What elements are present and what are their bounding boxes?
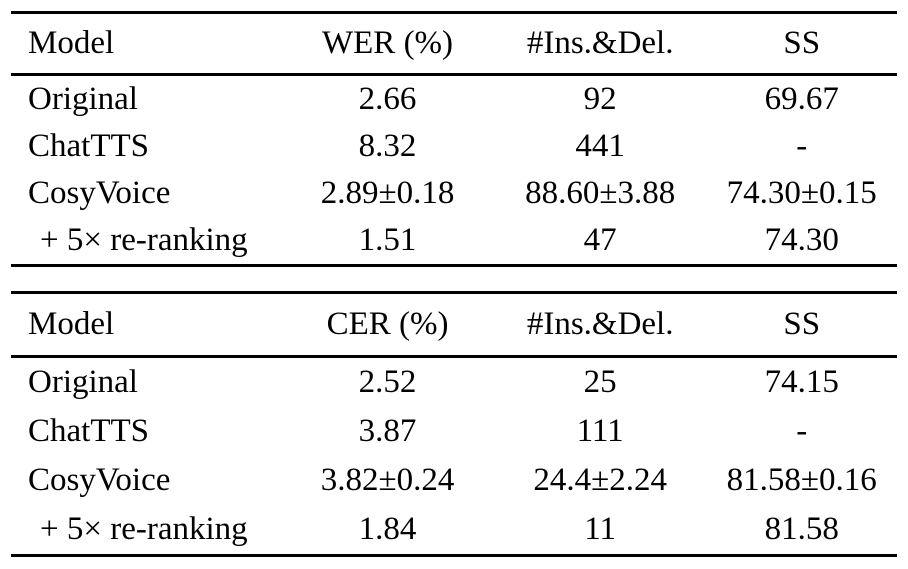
cell-ss: - [796, 128, 808, 164]
cell-ss: 69.67 [764, 81, 839, 117]
cell-ss: 74.15 [764, 364, 839, 400]
cell-metric: 1.84 [358, 511, 417, 547]
cell-ins-del: 47 [583, 222, 617, 258]
table-row: + 5× re-ranking 1.51 47 74.30 [11, 217, 897, 266]
cell-ss: 81.58 [764, 511, 839, 547]
cell-model: CosyVoice [28, 462, 171, 498]
table-row: CosyVoice 3.82±0.24 24.4±2.24 81.58±0.16 [11, 456, 897, 505]
table-header: Model CER (%) #Ins.&Del. SS [11, 292, 897, 358]
cell-model: Original [28, 364, 138, 400]
cell-ins-del: 88.60±3.88 [525, 175, 676, 211]
cell-ins-del: 111 [576, 413, 624, 449]
table-row: Original 2.66 92 69.67 [11, 75, 897, 124]
cell-model: Original [28, 81, 138, 117]
table-row: ChatTTS 8.32 441 - [11, 123, 897, 170]
cell-metric: 1.51 [358, 222, 417, 258]
column-header-wer: WER (%) [281, 12, 494, 76]
cell-metric: 2.52 [358, 364, 417, 400]
table-body: Original 2.52 25 74.15 ChatTTS 3.87 111 … [11, 357, 897, 556]
table-row: Original 2.52 25 74.15 [11, 357, 897, 408]
table-row: + 5× re-ranking 1.84 11 81.58 [11, 505, 897, 556]
table-body: Original 2.66 92 69.67 ChatTTS 8.32 441 … [11, 75, 897, 266]
cell-metric: 2.66 [358, 81, 417, 117]
column-header-cer: CER (%) [281, 292, 494, 358]
cell-ss: - [796, 413, 808, 449]
cell-model: CosyVoice [28, 175, 171, 211]
cell-metric: 8.32 [358, 128, 417, 164]
cell-ss: 81.58±0.16 [726, 462, 877, 498]
cell-model: + 5× re-ranking [40, 222, 248, 258]
cell-ins-del: 441 [575, 128, 625, 164]
table-row: CosyVoice 2.89±0.18 88.60±3.88 74.30±0.1… [11, 170, 897, 217]
cell-metric: 3.87 [358, 413, 417, 449]
cell-metric: 3.82±0.24 [320, 462, 455, 498]
cell-ins-del: 24.4±2.24 [533, 462, 667, 498]
table-header: Model WER (%) #Ins.&Del. SS [11, 12, 897, 76]
column-header-ss: SS [706, 12, 897, 76]
cell-model: ChatTTS [28, 413, 149, 449]
cell-ss: 74.30 [764, 222, 839, 258]
column-header-ins-del: #Ins.&Del. [493, 292, 707, 358]
column-header-ins-del: #Ins.&Del. [493, 12, 707, 76]
cell-ss: 74.30±0.15 [726, 175, 877, 211]
cell-ins-del: 92 [583, 81, 617, 117]
header-row: Model WER (%) #Ins.&Del. SS [11, 12, 897, 76]
document-page: Model WER (%) #Ins.&Del. SS Original 2.6… [11, 11, 897, 557]
column-header-model: Model [11, 12, 282, 76]
column-header-model: Model [11, 292, 282, 358]
cell-ins-del: 25 [583, 364, 617, 400]
cell-ins-del: 11 [584, 511, 617, 547]
cell-metric: 2.89±0.18 [320, 175, 455, 211]
cell-model: ChatTTS [28, 128, 149, 164]
column-header-ss: SS [706, 292, 897, 358]
cell-model: + 5× re-ranking [40, 511, 248, 547]
results-table-wer: Model WER (%) #Ins.&Del. SS Original 2.6… [11, 11, 897, 267]
results-table-cer: Model CER (%) #Ins.&Del. SS Original 2.5… [11, 291, 897, 557]
header-row: Model CER (%) #Ins.&Del. SS [11, 292, 897, 358]
table-row: ChatTTS 3.87 111 - [11, 407, 897, 456]
